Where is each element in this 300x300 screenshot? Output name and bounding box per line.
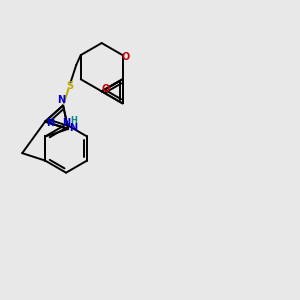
Text: O: O (122, 52, 130, 62)
Text: N: N (46, 118, 55, 128)
Text: N: N (58, 95, 66, 105)
Text: O: O (101, 84, 109, 94)
Text: H: H (70, 116, 77, 125)
Text: N: N (69, 122, 77, 133)
Text: S: S (66, 81, 73, 91)
Text: N: N (62, 118, 70, 128)
